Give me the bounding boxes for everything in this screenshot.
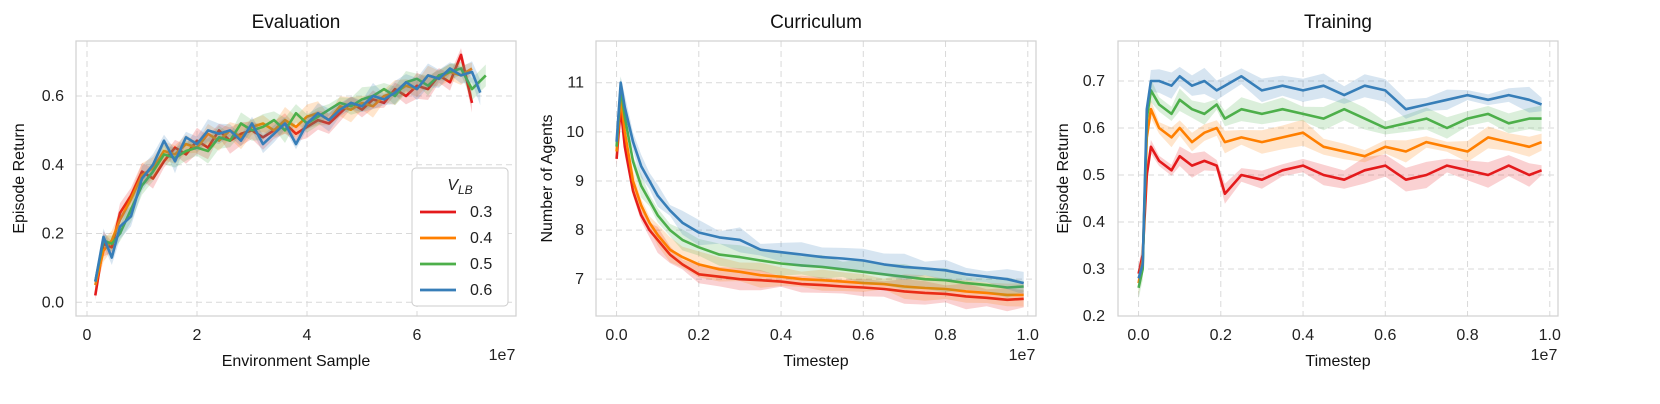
y-tick-label: 0.2 <box>1083 308 1105 325</box>
y-tick-label: 8 <box>575 222 584 239</box>
chart-title: Evaluation <box>252 12 341 33</box>
x-axis-label: Environment Sample <box>222 353 371 370</box>
x-axis-label: Timestep <box>783 353 848 370</box>
x-tick-label: 0.6 <box>852 327 874 344</box>
series-0.4 <box>1137 100 1543 296</box>
series-0.6 <box>615 76 1024 295</box>
y-tick-label: 7 <box>575 271 584 288</box>
y-tick-label: 0.7 <box>1083 73 1105 90</box>
series-band <box>1138 100 1542 296</box>
series-line <box>1137 107 1543 284</box>
series-0.3 <box>1137 139 1543 282</box>
series-line <box>615 81 1024 285</box>
legend-label: 0.6 <box>470 282 492 299</box>
y-tick-label: 0.3 <box>1083 261 1105 278</box>
x-tick-label: 1.0 <box>1017 327 1039 344</box>
series-line <box>1137 145 1543 274</box>
series-0.3 <box>615 95 1024 312</box>
x-tick-label: 2 <box>193 327 202 344</box>
y-tick-label: 0.2 <box>42 226 64 243</box>
x-tick-label: 6 <box>413 327 422 344</box>
series-line <box>94 67 487 282</box>
series-band <box>1138 139 1542 282</box>
y-tick-label: 10 <box>566 124 584 141</box>
series-line <box>94 67 482 282</box>
y-tick-label: 0.6 <box>1083 120 1105 137</box>
series-band <box>95 61 481 289</box>
series-line <box>615 96 1024 297</box>
y-axis-label: Episode Return <box>11 123 28 233</box>
y-axis-label: Episode Return <box>1055 123 1072 233</box>
x-tick-label: 0.8 <box>1456 327 1478 344</box>
axes-frame <box>1117 40 1559 317</box>
y-tick-label: 11 <box>567 75 584 92</box>
legend-label: 0.3 <box>470 204 492 221</box>
series-band <box>616 76 1024 295</box>
legend-box <box>411 167 509 307</box>
chart-title: Curriculum <box>770 12 862 33</box>
y-axis-label: Number of Agents <box>539 114 556 242</box>
series-0.6 <box>1137 66 1543 290</box>
panel-curriculum: 0.0 0.2 0.4 0.6 0.8 1.0 7 8 9 10 11 Curriculum Times… <box>539 12 1039 370</box>
x-tick-label: 0.0 <box>1127 327 1149 344</box>
x-tick-label: 0.6 <box>1374 327 1396 344</box>
legend-label: 0.4 <box>470 230 492 247</box>
x-tick-label: 0 <box>83 327 92 344</box>
chart-title: Training <box>1304 12 1372 33</box>
x-axis-label: Timestep <box>1305 353 1370 370</box>
x-tick-label: 0.2 <box>688 327 710 344</box>
series-0.5 <box>615 76 1024 298</box>
panel-training: 0.0 0.2 0.4 0.6 0.8 1.0 0.2 0.3 0.4 0.5 0.6 0.7 Trai… <box>1055 12 1561 370</box>
x-tick-label: 0.4 <box>1292 327 1314 344</box>
y-tick-label: 0.4 <box>1083 214 1105 231</box>
x-tick-label: 0.4 <box>770 327 792 344</box>
x-offset-label: 1e7 <box>489 347 516 364</box>
series-0.5 <box>94 62 487 287</box>
x-tick-label: 0.0 <box>605 327 627 344</box>
x-offset-label: 1e7 <box>1531 347 1558 364</box>
x-tick-label: 4 <box>303 327 312 344</box>
axes-frame <box>595 40 1037 317</box>
series-line <box>615 86 1024 289</box>
y-tick-label: 0.6 <box>42 88 64 105</box>
x-tick-label: 1.0 <box>1539 327 1561 344</box>
y-tick-label: 0.5 <box>1083 167 1105 184</box>
series-0.5 <box>1137 78 1542 299</box>
y-tick-label: 0.4 <box>42 157 64 174</box>
series-0.6 <box>94 61 482 289</box>
panel-evaluation: 0 2 4 6 0.0 0.2 0.4 0.6 Evaluation Environment Sa… <box>11 12 517 370</box>
series-band <box>616 95 1024 312</box>
axes-frame <box>75 40 517 317</box>
legend-label: 0.5 <box>470 256 492 273</box>
series-line <box>1137 89 1542 289</box>
x-tick-label: 0.2 <box>1210 327 1232 344</box>
x-tick-label: 0.8 <box>934 327 956 344</box>
series-band <box>1138 78 1542 299</box>
series-line <box>1137 75 1543 279</box>
x-offset-label: 1e7 <box>1009 347 1036 364</box>
series-band <box>95 48 473 301</box>
series-band <box>95 62 473 292</box>
y-tick-label: 9 <box>575 173 584 190</box>
y-tick-label: 0.0 <box>42 294 64 311</box>
series-line <box>615 106 1024 302</box>
